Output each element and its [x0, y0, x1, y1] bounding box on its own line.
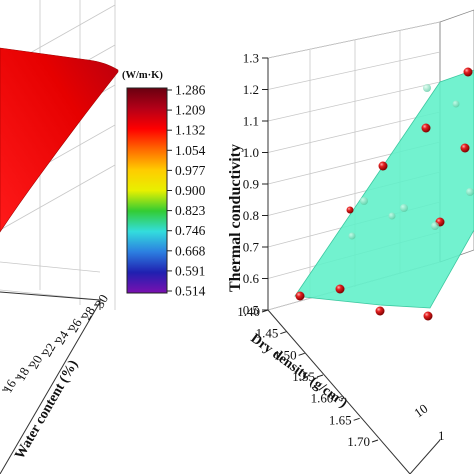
colorbar-unit: (W/m·K) [122, 70, 163, 81]
z-axis-label: Thermal conductivity [227, 144, 244, 292]
colorbar-tick-label: 0.900 [175, 183, 206, 198]
y-tick-mark: 1 [438, 428, 445, 443]
z-tick-label: 1.0 [243, 145, 259, 160]
z-tick-label: 0.7 [243, 240, 260, 255]
data-point [378, 161, 388, 171]
z-tick-label: 0.6 [243, 271, 260, 286]
data-point [400, 204, 408, 212]
dry-density-tick-mark [316, 374, 324, 378]
z-tick-label: 1.2 [243, 82, 259, 97]
dry-density-tick-mark [353, 417, 360, 421]
data-point [375, 306, 385, 316]
y-tick-label: 10 [411, 401, 430, 421]
water-tick-label: 30 [92, 292, 111, 311]
dry-density-axis: 1.40 1.45 1.50 1.55 1.60 1.65 1.70 [237, 304, 379, 449]
colorbar-tick-label: 1.132 [175, 123, 205, 138]
dry-density-tick-label: 1.60 [311, 391, 334, 406]
colorbar-tick-label: 1.286 [175, 83, 206, 98]
data-point [463, 67, 473, 77]
z-gridline [267, 21, 441, 59]
z-tick-label: 0.9 [243, 177, 259, 192]
water-tick-label: 16 [0, 376, 19, 395]
data-point [335, 284, 345, 294]
dry-density-tick-mark [298, 352, 305, 356]
dry-density-axis-label: Dry density (g/cm³) [248, 331, 350, 411]
data-point [466, 188, 474, 196]
data-point [460, 143, 470, 153]
data-point [431, 222, 439, 230]
dry-density-tick-mark [335, 396, 342, 400]
z-tick-label: 0.5 [243, 303, 259, 318]
data-point [360, 197, 368, 205]
colorbar-tick-label: 0.591 [175, 263, 205, 278]
dry-density-tick-label: 1.45 [256, 326, 279, 341]
z-tick-label: 0.8 [243, 208, 259, 223]
fitted-plane [294, 69, 474, 309]
data-point [348, 232, 356, 240]
water-tick-label: 22 [39, 340, 58, 359]
dry-density-tick-label: 1.70 [347, 434, 370, 449]
water-tick-label: 24 [52, 328, 72, 347]
data-point [423, 311, 433, 321]
colorbar-tick-label: 0.746 [175, 223, 206, 238]
z-gridline [267, 51, 441, 90]
dry-density-tick-label: 1.40 [237, 304, 260, 319]
dry-density-tick-mark [371, 439, 379, 443]
data-point [423, 84, 431, 92]
data-point [421, 123, 431, 133]
z-axis: 1.3 1.2 1.1 1.0 0.9 0.8 0.7 0.6 0.5 [243, 51, 268, 318]
water-tick-label: 18 [13, 365, 32, 384]
water-tick-label: 20 [26, 352, 45, 371]
colorbar-tick-label: 0.514 [175, 284, 206, 299]
z-tick-label: 1.1 [243, 114, 259, 129]
colorbar: (W/m·K) 1.286 1.209 1.132 1.054 0.977 0.900 0.… [122, 70, 206, 299]
data-point [388, 212, 396, 220]
colorbar-tick-label: 0.823 [175, 203, 206, 218]
dry-density-tick-label: 1.50 [274, 347, 297, 362]
z-gridline [267, 111, 441, 153]
scatter-points [295, 67, 474, 321]
dry-density-tick-label: 1.65 [329, 412, 352, 427]
colorbar-tick-label: 1.209 [175, 103, 206, 118]
data-point [346, 206, 354, 214]
z-tick-label: 1.3 [243, 51, 259, 66]
water-tick-label: 28 [78, 304, 97, 323]
colorbar-tick-label: 0.977 [175, 163, 206, 178]
right-panel: 1.3 1.2 1.1 1.0 0.9 0.8 0.7 0.6 0.5 Thermal cond… [227, 9, 474, 474]
z-gridline [267, 81, 441, 122]
colorbar-tick-label: 1.054 [175, 143, 206, 158]
colorbar-gradient [126, 87, 168, 294]
dry-density-tick-mark [261, 309, 269, 313]
colorbar-tick-label: 0.668 [175, 243, 206, 258]
dry-density-tick-label: 1.55 [292, 369, 315, 384]
dry-density-tick-mark [280, 331, 287, 335]
data-point [452, 100, 460, 108]
thermal-surface [0, 47, 119, 233]
data-point [295, 291, 305, 301]
